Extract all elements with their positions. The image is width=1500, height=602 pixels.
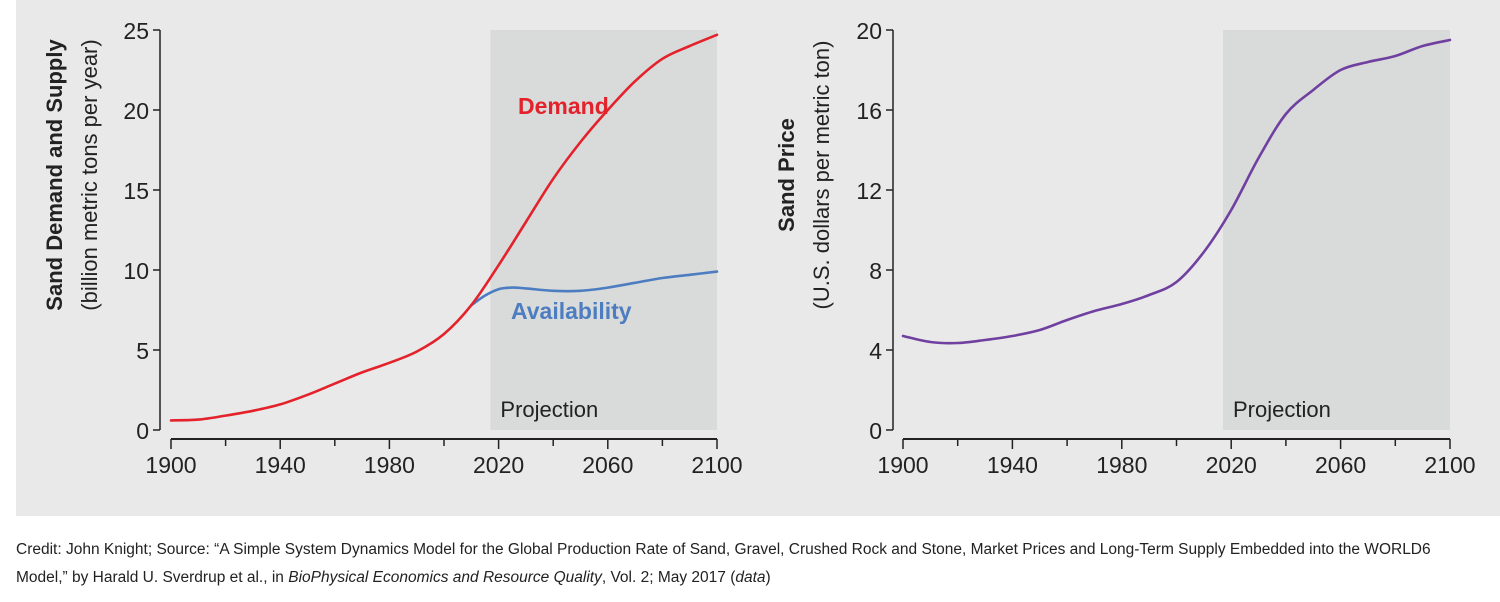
projection-label: Projection: [1233, 397, 1331, 422]
series-label-demand: Demand: [518, 93, 609, 119]
x-tick-label: 2060: [582, 452, 633, 478]
y-tick-label: 12: [856, 178, 882, 204]
y-tick-label: 5: [136, 338, 149, 364]
x-tick-label: 2100: [691, 452, 742, 478]
data-link[interactable]: data: [735, 569, 766, 586]
x-tick-label: 1940: [255, 452, 306, 478]
x-tick-label: 1900: [877, 452, 928, 478]
series-label-availability: Availability: [511, 298, 632, 324]
series-line-availability: [470, 270, 719, 307]
x-tick-label: 1980: [364, 452, 415, 478]
y-axis-title: Sand Price: [774, 118, 799, 232]
caption: Credit: John Knight; Source: “A Simple S…: [16, 536, 1486, 592]
caption-suffix: , Vol. 2; May 2017 (: [601, 569, 736, 586]
projection-region: [490, 30, 717, 430]
y-tick-label: 10: [123, 258, 149, 284]
chart-2: Projection 0 4 8 12 16 20 1900 1940 1980 2020 2060 2…: [774, 18, 1476, 478]
y-tick-label: 0: [136, 418, 149, 444]
x-tick-label: 1900: [145, 452, 196, 478]
charts-svg: Projection 0 5 10 15 20 25 1900 1940 1980 2020 2060…: [42, 18, 1476, 478]
x-tick-label: 2100: [1424, 452, 1475, 478]
x-tick-label: 2020: [1206, 452, 1257, 478]
y-tick-label: 25: [123, 18, 149, 44]
series-line-demand: [169, 33, 719, 422]
y-tick-label: 20: [856, 18, 882, 44]
y-tick-label: 0: [869, 418, 882, 444]
caption-journal: BioPhysical Economics and Resource Quali…: [288, 569, 602, 586]
y-axis-title: Sand Demand and Supply: [42, 39, 67, 311]
x-tick-label: 1940: [987, 452, 1038, 478]
y-tick-label: 20: [123, 98, 149, 124]
y-tick-label: 8: [869, 258, 882, 284]
figure-panel: Projection 0 5 10 15 20 25 1900 1940 1980 2020 2060…: [16, 0, 1500, 516]
series-line-price: [901, 38, 1452, 345]
caption-end: ): [765, 569, 771, 586]
x-tick-label: 2020: [473, 452, 524, 478]
chart-1: Projection 0 5 10 15 20 25 1900 1940 1980 2020 2060…: [42, 18, 743, 478]
projection-region: [1222, 30, 1450, 430]
x-tick-label: 1980: [1096, 452, 1147, 478]
y-tick-label: 16: [856, 98, 882, 124]
projection-label: Projection: [500, 397, 598, 422]
y-axis-subtitle: (U.S. dollars per metric ton): [809, 41, 834, 310]
y-axis-subtitle: (billion metric tons per year): [77, 39, 102, 310]
y-tick-label: 15: [123, 178, 149, 204]
y-tick-label: 4: [869, 338, 882, 364]
x-tick-label: 2060: [1315, 452, 1366, 478]
caption-text: Credit: John Knight; Source: “A Simple S…: [16, 541, 1431, 586]
